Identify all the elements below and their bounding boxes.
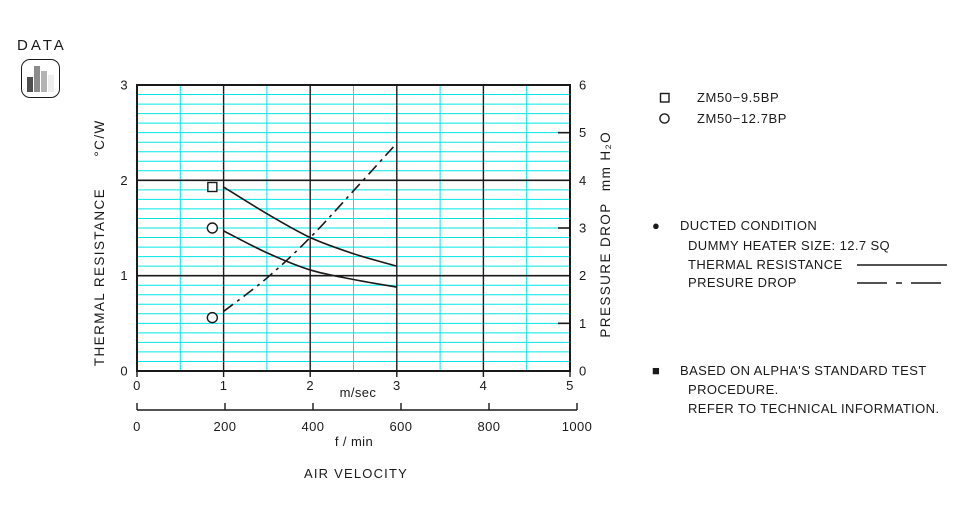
x-tick-label: 3 <box>393 378 401 393</box>
x-axis2-tick-label: 1000 <box>562 419 593 434</box>
x-axis2-tick-label: 400 <box>302 419 325 434</box>
x-tick-label: 5 <box>566 378 574 393</box>
x-axis2-tick-label: 600 <box>390 419 413 434</box>
legend-item-label: ZM50−12.7BP <box>697 111 788 126</box>
square-marker <box>207 181 218 193</box>
legend: ZM50−9.5BP ZM50−12.7BP <box>658 87 787 129</box>
x-axis2-tick-label: 200 <box>214 419 237 434</box>
y-right-tick-label: 3 <box>579 221 587 236</box>
circle-marker <box>206 222 219 234</box>
note-line: BASED ON ALPHA'S STANDARD TEST <box>680 363 927 378</box>
series-curve-pressure-drop <box>223 142 398 313</box>
series-curve-zm50-9.5bp-thermal-resistance <box>223 186 398 267</box>
circle-bullet-icon: ● <box>652 218 661 233</box>
y-left-axis-label: THERMAL RESISTANCE <box>92 188 107 366</box>
note-title: DUCTED CONDITION <box>680 218 818 233</box>
y-right-tick-label: 6 <box>579 78 587 93</box>
y-right-tick-label: 2 <box>579 268 587 283</box>
bar-chart-icon-bar <box>34 66 40 92</box>
test-procedure-note: ■ BASED ON ALPHA'S STANDARD TEST PROCEDU… <box>652 363 950 423</box>
y-left-unit-label: °C/W <box>92 119 107 156</box>
circle-marker <box>206 311 219 324</box>
bar-chart-icon <box>21 59 60 98</box>
y-right-tick-label: 1 <box>579 316 587 331</box>
x-axis-unit-label: m/sec <box>340 385 377 400</box>
bar-chart-icon-bar <box>27 77 33 92</box>
note-line: THERMAL RESISTANCE <box>688 257 843 272</box>
solid-line-sample <box>857 264 947 266</box>
x-tick-label: 2 <box>306 378 314 393</box>
x-tick-label: 0 <box>133 378 141 393</box>
y-left-tick-label: 1 <box>120 268 128 283</box>
circle-marker-icon <box>658 112 674 125</box>
legend-item-label: ZM50−9.5BP <box>697 90 780 105</box>
y-left-tick-label: 0 <box>120 364 128 379</box>
air-velocity-caption: AIR VELOCITY <box>304 466 408 481</box>
x-tick-label: 4 <box>480 378 488 393</box>
y-right-tick-label: 4 <box>579 173 587 188</box>
series-curve-zm50-12.7bp-thermal-resistance <box>223 230 397 288</box>
data-badge-label: DATA <box>17 37 67 54</box>
y-right-tick-label: 5 <box>579 125 587 140</box>
dash-dot-line-sample <box>857 282 947 284</box>
bar-chart-icon-bar <box>41 71 47 92</box>
square-marker-icon <box>658 91 674 104</box>
y-left-tick-label: 2 <box>120 173 128 188</box>
bar-chart-icon-bar <box>48 75 54 92</box>
x-axis2-tick-label: 800 <box>478 419 501 434</box>
note-line: DUMMY HEATER SIZE: 12.7 SQ <box>688 238 891 253</box>
y-right-tick-label: 0 <box>579 364 587 379</box>
x-axis2-tick-label: 0 <box>133 419 141 434</box>
square-bullet-icon: ■ <box>652 363 661 378</box>
note-line: REFER TO TECHNICAL INFORMATION. <box>688 401 940 416</box>
note-line: PRESURE DROP <box>688 275 797 290</box>
legend-item: ZM50−12.7BP <box>658 108 787 129</box>
x-tick-label: 1 <box>220 378 228 393</box>
legend-item: ZM50−9.5BP <box>658 87 787 108</box>
y-right-axis-label: PRESSURE DROP <box>598 202 613 337</box>
x-axis2-unit-label: f / min <box>335 434 373 449</box>
y-right-unit-label: mm H₂O <box>598 131 613 191</box>
ducted-condition-note: ● DUCTED CONDITION DUMMY HEATER SIZE: 12… <box>652 218 950 294</box>
note-line: PROCEDURE. <box>688 382 779 397</box>
y-left-tick-label: 3 <box>120 78 128 93</box>
